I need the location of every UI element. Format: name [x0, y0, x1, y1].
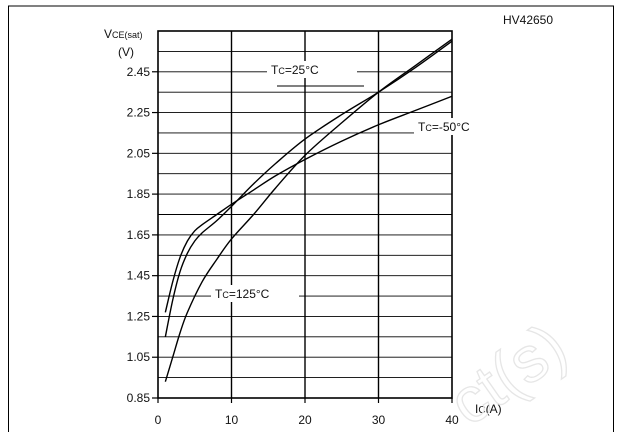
y-tick-label: 1.25 [127, 309, 151, 323]
y-axis-unit: (V) [118, 45, 134, 59]
x-axis-title-sub: C [478, 405, 485, 416]
label-tc-minus50c: TC=-50°C [418, 120, 470, 134]
x-tick-label: 20 [298, 413, 312, 427]
y-tick-label: 2.25 [127, 106, 151, 120]
x-tick-label: 40 [445, 413, 459, 427]
y-tick-label: 0.85 [127, 391, 151, 405]
x-axis-title-unit: (A) [486, 402, 502, 416]
figure-id: HV42650 [503, 13, 553, 27]
grid [158, 31, 452, 398]
x-axis-title: IC(A) [475, 402, 502, 416]
x-tick-label: 0 [155, 413, 162, 427]
x-tick-label: 30 [372, 413, 386, 427]
y-tick-label: 2.05 [127, 146, 151, 160]
x-tick-label: 10 [225, 413, 239, 427]
labels-group: TC=25°C TC=-50°C TC=125°C [211, 61, 506, 302]
y-axis-title-main: V [104, 27, 112, 41]
series-label-bg [414, 118, 506, 135]
series-label-bg [267, 61, 357, 78]
series-group [164, 38, 453, 382]
y-tick-label: 1.05 [127, 350, 151, 364]
x-axis-title-main: I [475, 402, 478, 416]
series-tc-minus50c [164, 95, 453, 313]
y-axis-title-sub: CE(sat) [112, 30, 143, 40]
y-tick-label: 1.85 [127, 187, 151, 201]
label-tc-25c: TC=25°C [271, 63, 319, 77]
series-tc-25c [164, 40, 453, 337]
y-axis-title: VCE(sat) [104, 27, 143, 41]
series-label-bg [211, 285, 299, 302]
y-tick-label: 1.45 [127, 269, 151, 283]
y-tick-label: 1.65 [127, 228, 151, 242]
y-tick-label: 2.45 [127, 65, 151, 79]
label-tc-125c: TC=125°C [215, 287, 270, 301]
series-tc-125c [164, 38, 453, 382]
axes: 0.85 1.05 1.25 1.45 1.65 1.85 2.05 2.25 2.45 0 10 2… [127, 30, 459, 427]
